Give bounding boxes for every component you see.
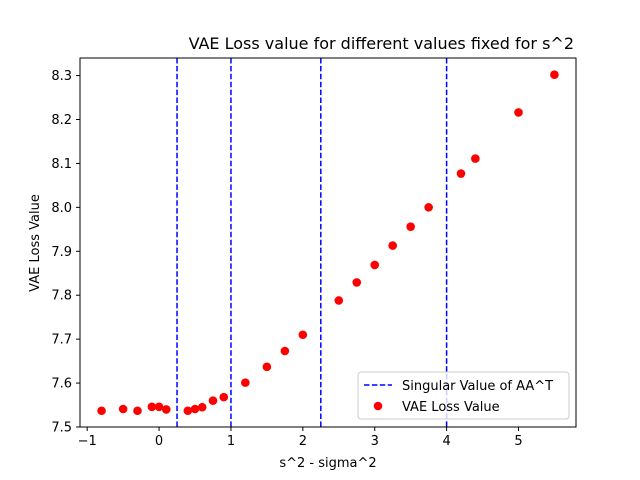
data-point [298,330,308,340]
data-point [241,378,250,387]
legend-box [357,371,570,420]
data-point [406,222,415,231]
data-point [197,402,207,412]
y-axis-label: VAE Loss Value [28,194,43,292]
data-point [97,406,106,416]
data-point [133,406,142,416]
x-tick-label: 2 [299,434,307,449]
data-point [388,241,397,250]
legend: Singular Value of AA^T VAE Loss Value [357,371,570,420]
data-point [550,70,559,79]
x-tick-label: 1 [227,434,235,449]
data-point [280,346,290,356]
y-tick-label: 7.7 [51,333,72,348]
y-tick-label: 8.3 [51,69,72,84]
plot-area: −1 0 1 2 3 4 5 7.5 7.6 7.7 7.8 7.9 8.0 8.1 8.2 8.3 [51,57,577,449]
data-point [208,396,218,405]
data-point [514,108,523,117]
data-point [154,402,164,412]
x-tick-label: 3 [371,434,379,449]
data-point [118,404,128,414]
data-point [334,296,344,305]
x-tick-label: −1 [78,434,97,449]
x-tick-label: 5 [514,434,522,449]
y-tick-label: 7.9 [51,245,72,260]
data-point [219,392,229,402]
y-tick-label: 7.6 [51,377,72,392]
y-tick-label: 7.8 [51,289,72,304]
data-point [183,406,193,416]
x-tick-label: 4 [442,434,450,449]
data-point [471,154,480,163]
y-tick-label: 7.5 [51,421,72,436]
data-point [456,169,466,178]
y-tick-label: 8.0 [51,201,72,216]
y-tick-label: 8.1 [51,157,72,172]
x-axis-label: s^2 - sigma^2 [279,456,376,471]
data-point [147,402,157,412]
data-point [262,362,272,372]
y-tick-label: 8.2 [51,113,72,128]
data-point [370,260,380,270]
legend-label: Singular Value of AA^T [402,379,553,394]
x-tick-label: 0 [155,434,163,449]
data-point [190,404,200,414]
data-point [352,278,362,287]
chart-title: VAE Loss value for different values fixe… [189,34,574,53]
data-point [161,405,171,414]
axes-frame [79,57,577,428]
legend-marker-swatch [373,401,383,411]
legend-label: VAE Loss Value [402,400,500,415]
data-point [424,203,433,212]
